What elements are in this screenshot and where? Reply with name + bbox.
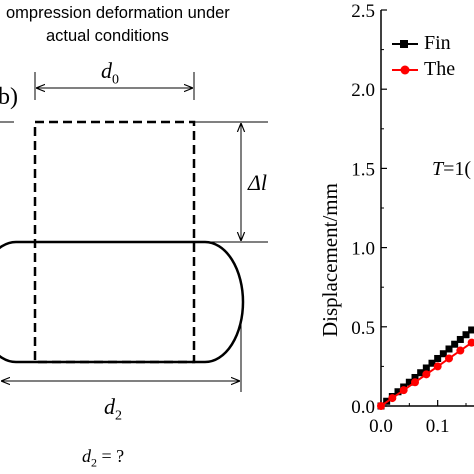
temperature-annotation: T=1( xyxy=(432,158,472,180)
data-point-circle xyxy=(467,338,474,347)
data-point-circle xyxy=(422,370,431,379)
legend-marker-square xyxy=(400,40,408,48)
d2-label: d2 xyxy=(104,394,122,424)
legend-label-the: The xyxy=(424,58,456,80)
data-point-circle xyxy=(433,362,442,371)
data-point-square xyxy=(468,326,474,334)
data-point-square xyxy=(434,354,442,362)
data-point-square xyxy=(405,378,413,386)
x-tick-label: 0.1 xyxy=(426,416,450,437)
data-point-circle xyxy=(456,346,465,355)
data-point-square xyxy=(445,345,453,353)
data-point-square xyxy=(411,373,419,381)
data-point-square xyxy=(422,364,430,372)
legend-label-fin: Fin xyxy=(424,32,451,54)
d0-label: d0 xyxy=(101,58,119,88)
dl-label: Δl xyxy=(248,170,268,195)
data-point-circle xyxy=(377,402,385,410)
legend-marker-circle xyxy=(400,65,410,75)
data-point-square xyxy=(451,340,459,348)
data-point-circle xyxy=(399,386,408,395)
y-tick-label: 2.5 xyxy=(351,1,375,22)
data-point-square xyxy=(428,359,436,367)
data-point-circle xyxy=(411,378,419,387)
y-tick-label: 0.5 xyxy=(351,318,375,339)
data-point-square xyxy=(456,335,464,343)
data-point-square xyxy=(462,331,470,339)
figure-title-line1: ompression deformation under xyxy=(6,4,230,22)
figure-title-line2: actual conditions xyxy=(46,27,169,45)
x-tick-label: 0.0 xyxy=(369,416,393,437)
d2-question: d2 = ? xyxy=(82,446,125,470)
data-point-square xyxy=(417,369,425,377)
y-tick-label: 1.0 xyxy=(351,239,375,260)
panel-label: b) xyxy=(0,84,18,110)
deformed-specimen-outline xyxy=(0,240,245,364)
data-point-square xyxy=(394,388,402,396)
data-point-square xyxy=(439,350,447,358)
y-tick-label: 0.0 xyxy=(351,397,375,418)
data-point-circle xyxy=(445,354,453,363)
data-point-circle xyxy=(388,394,397,403)
y-tick-label: 2.0 xyxy=(351,80,375,101)
y-tick-label: 1.5 xyxy=(351,159,375,180)
